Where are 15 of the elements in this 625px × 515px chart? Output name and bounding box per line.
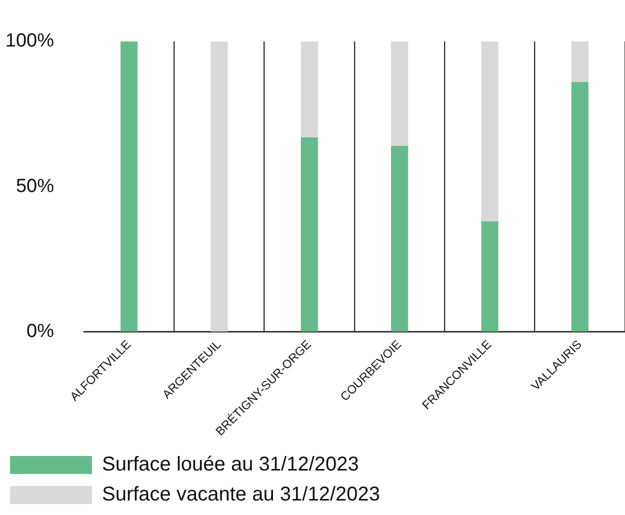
y-tick-label: 100%: [5, 30, 54, 52]
y-tick-label: 50%: [16, 176, 54, 197]
y-tick-label: 0%: [26, 320, 54, 342]
bar: [481, 41, 498, 222]
bar: [391, 146, 408, 332]
bar: [300, 41, 318, 138]
bar: [571, 82, 588, 332]
bar: [300, 137, 318, 332]
bar: [571, 41, 588, 82]
legend-label: Surface louée au 31/12/2023: [102, 454, 359, 476]
bar: [210, 41, 228, 332]
bar: [391, 41, 408, 146]
bar: [120, 41, 138, 332]
legend-label: Surface vacante au 31/12/2023: [102, 484, 380, 506]
bar: [481, 221, 498, 332]
